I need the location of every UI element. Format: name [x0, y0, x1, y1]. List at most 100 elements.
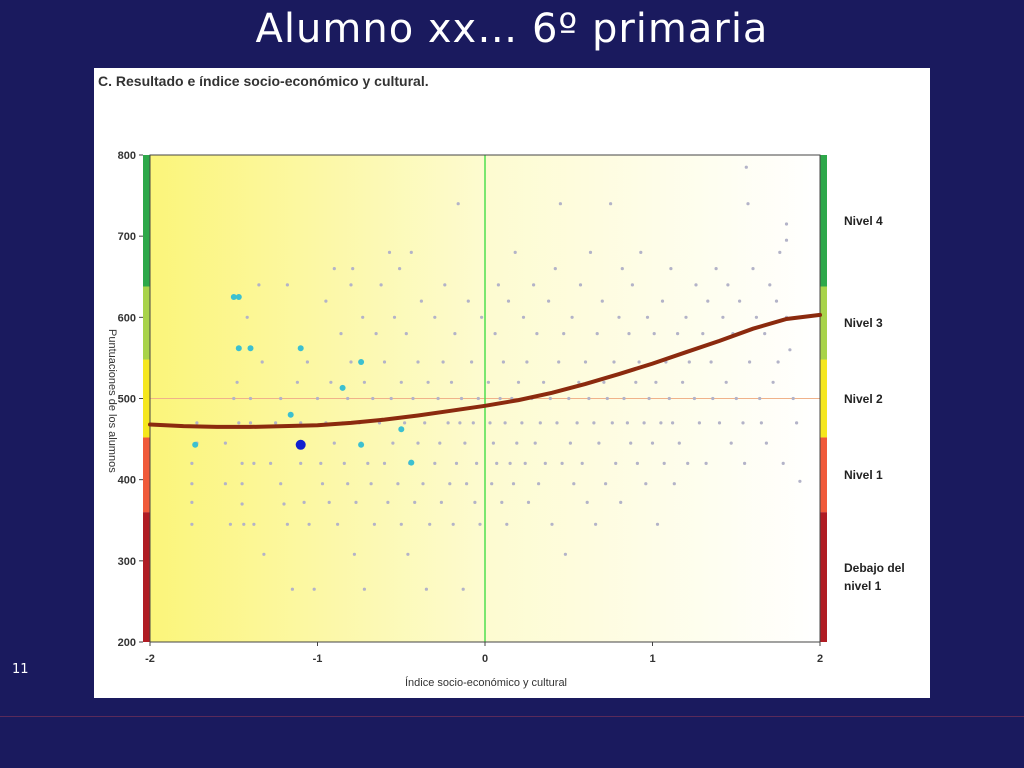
level-band-right: [820, 359, 827, 438]
data-point: [424, 587, 428, 591]
data-point: [391, 441, 395, 445]
data-point: [635, 461, 640, 465]
data-point: [454, 461, 459, 465]
data-point: [609, 202, 613, 206]
data-point: [307, 522, 311, 526]
data-point: [578, 283, 583, 287]
data-point: [795, 421, 799, 425]
data-point: [570, 315, 574, 319]
y-tick-label: 700: [118, 231, 136, 243]
alumno-point: [295, 439, 306, 450]
data-point: [488, 421, 492, 425]
data-point: [505, 522, 509, 526]
level-label: Nivel 4: [844, 213, 883, 228]
data-point: [602, 380, 606, 384]
chart-svg: 200 300 400 500 600 700 800 -2 -1 0 1 2: [118, 150, 827, 665]
data-point: [763, 332, 767, 336]
data-point: [511, 482, 516, 486]
highlighted-point: [398, 426, 405, 433]
data-point: [746, 202, 750, 206]
data-point: [684, 315, 688, 319]
data-point: [784, 222, 789, 226]
data-point: [403, 421, 407, 425]
data-point: [533, 441, 537, 445]
data-point: [295, 380, 299, 384]
data-point: [583, 360, 588, 364]
data-point: [676, 332, 680, 336]
data-point: [228, 522, 232, 526]
data-point: [687, 360, 691, 364]
data-point: [637, 360, 641, 364]
data-point: [771, 380, 775, 384]
data-point: [744, 165, 748, 169]
data-point: [252, 461, 256, 465]
data-point: [506, 299, 511, 303]
data-point: [406, 552, 410, 556]
data-point: [382, 360, 387, 364]
y-tick-label: 600: [118, 312, 136, 324]
data-point: [660, 299, 665, 303]
data-point: [232, 396, 236, 401]
data-point: [568, 441, 572, 445]
data-point: [399, 522, 403, 526]
data-point: [671, 421, 675, 425]
data-point: [778, 250, 782, 254]
data-point: [625, 421, 630, 425]
data-point: [748, 360, 752, 364]
data-point: [714, 267, 718, 271]
data-point: [392, 315, 397, 319]
trend-line: [148, 312, 822, 429]
data-point: [285, 283, 289, 287]
data-point: [605, 396, 609, 401]
data-point: [478, 522, 482, 526]
data-point: [240, 482, 244, 486]
y-tick-label: 500: [118, 394, 136, 406]
data-point: [371, 396, 375, 401]
level-band-right: [820, 155, 827, 287]
data-point: [706, 299, 710, 303]
data-point: [650, 441, 655, 445]
data-point: [788, 348, 792, 352]
data-point: [588, 250, 593, 254]
data-point: [466, 299, 470, 303]
x-axis-label: Índice socio-económico y cultural: [404, 677, 568, 689]
data-point: [248, 421, 253, 425]
data-point: [443, 283, 447, 287]
data-point: [496, 283, 500, 287]
x-tick-label: -1: [313, 653, 323, 665]
data-point: [557, 360, 561, 364]
data-point: [644, 482, 648, 486]
data-point: [587, 396, 591, 401]
data-point: [500, 500, 504, 504]
data-point: [398, 267, 402, 271]
highlighted-point: [235, 294, 242, 300]
data-point: [428, 522, 432, 526]
data-point: [535, 332, 539, 336]
level-label: Debajo del nivel 1: [844, 561, 905, 594]
data-point: [346, 482, 350, 486]
data-point: [349, 283, 353, 287]
data-point: [274, 421, 278, 425]
data-point: [508, 461, 512, 465]
data-point: [567, 396, 571, 401]
level-band-left: [143, 286, 150, 360]
data-point: [495, 461, 499, 465]
data-point: [362, 587, 366, 591]
data-point: [542, 380, 546, 384]
data-point: [654, 380, 658, 384]
data-point: [190, 482, 194, 486]
data-point: [240, 502, 244, 506]
level-band-left: [143, 359, 150, 438]
data-point: [523, 461, 527, 465]
data-point: [501, 360, 505, 364]
data-point: [426, 380, 430, 384]
data-point: [595, 332, 599, 336]
data-point: [627, 332, 631, 336]
data-point: [781, 461, 785, 465]
data-point: [320, 482, 325, 486]
level-band-left: [143, 512, 150, 642]
highlighted-point: [192, 441, 199, 448]
data-point: [486, 380, 490, 384]
y-tick-label: 800: [118, 150, 136, 162]
data-point: [697, 421, 702, 425]
